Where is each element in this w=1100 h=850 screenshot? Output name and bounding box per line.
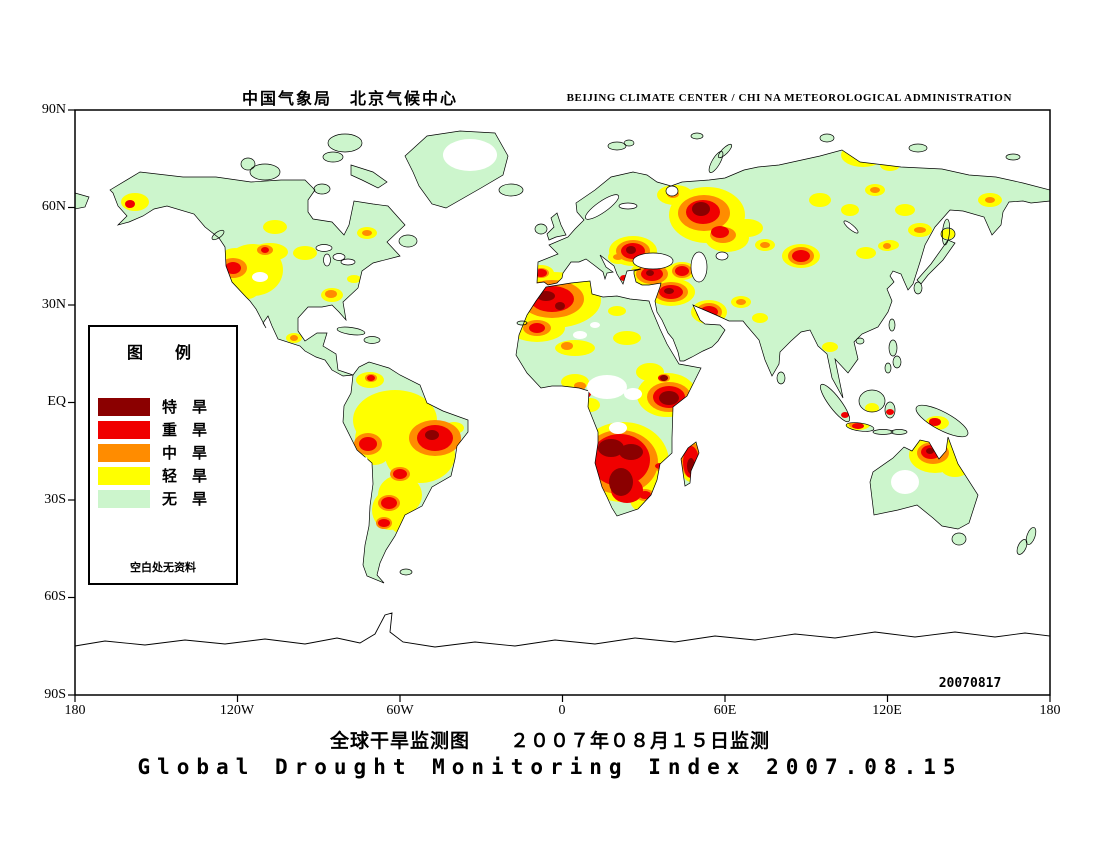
drought-extreme-layer <box>425 202 934 496</box>
legend-title: 图 例 <box>126 343 199 362</box>
legend-swatch-severe <box>98 420 150 439</box>
x-axis-label-6: 180 <box>1039 703 1061 718</box>
legend-row-severe: 重 旱 <box>98 418 232 441</box>
map-date-stamp: 20070817 <box>939 676 1002 691</box>
x-axis-label-2: 60W <box>386 703 414 718</box>
legend-label-moderate: 中 旱 <box>162 444 208 462</box>
x-axis-label-4: 60E <box>713 703 737 718</box>
legend-label-extreme: 特 旱 <box>162 398 208 416</box>
legend-swatch-none <box>98 489 150 508</box>
x-axis-label-1: 120W <box>219 703 255 718</box>
legend-label-none: 无 旱 <box>162 490 208 508</box>
legend-row-moderate: 中 旱 <box>98 441 232 464</box>
y-axis-label-0: 90N <box>41 102 66 117</box>
legend-row-extreme: 特 旱 <box>98 395 232 418</box>
y-axis-label-1: 60N <box>41 199 66 214</box>
legend-label-severe: 重 旱 <box>162 421 208 439</box>
axis-ticks <box>68 109 1051 702</box>
x-axis-label-0: 180 <box>64 703 86 718</box>
y-axis-label-3: EQ <box>47 394 66 409</box>
legend-row-light: 轻 旱 <box>98 464 232 487</box>
header-title-cn: 中国气象局 北京气候中心 <box>241 89 458 108</box>
legend-swatch-moderate <box>98 443 150 462</box>
legend-rows: 特 旱 重 旱 中 旱 轻 旱 无 旱 <box>98 395 232 510</box>
no-data-patches <box>252 139 919 494</box>
antarctica-no-data <box>74 612 1051 696</box>
y-axis-label-2: 30N <box>41 297 66 312</box>
header-title-en: BEIJING CLIMATE CENTER / CHI NA METEOROL… <box>566 92 1012 104</box>
legend-swatch-extreme <box>98 397 150 416</box>
world-drought-map: 20070817 <box>68 109 1051 702</box>
legend-label-light: 轻 旱 <box>162 467 208 485</box>
legend-note: 空白处无资料 <box>130 561 196 574</box>
x-axis-label-3: 0 <box>558 703 566 718</box>
x-axis-label-5: 120E <box>872 703 902 718</box>
y-axis-label-6: 90S <box>44 687 66 702</box>
inland-seas <box>315 185 859 283</box>
map-frame <box>74 109 1051 696</box>
legend-row-none: 无 旱 <box>98 487 232 510</box>
y-axis-label-4: 30S <box>44 492 66 507</box>
legend: 图 例 特 旱 重 旱 中 旱 轻 旱 无 旱 空白处无资料 <box>88 325 238 585</box>
y-axis-label-5: 60S <box>44 589 66 604</box>
legend-swatch-light <box>98 466 150 485</box>
footer-title-en: Global Drought Monitoring Index 2007.08.… <box>137 755 963 779</box>
footer-title-cn: 全球干旱监测图 ２００７年０８月１５日监测 <box>329 730 770 752</box>
